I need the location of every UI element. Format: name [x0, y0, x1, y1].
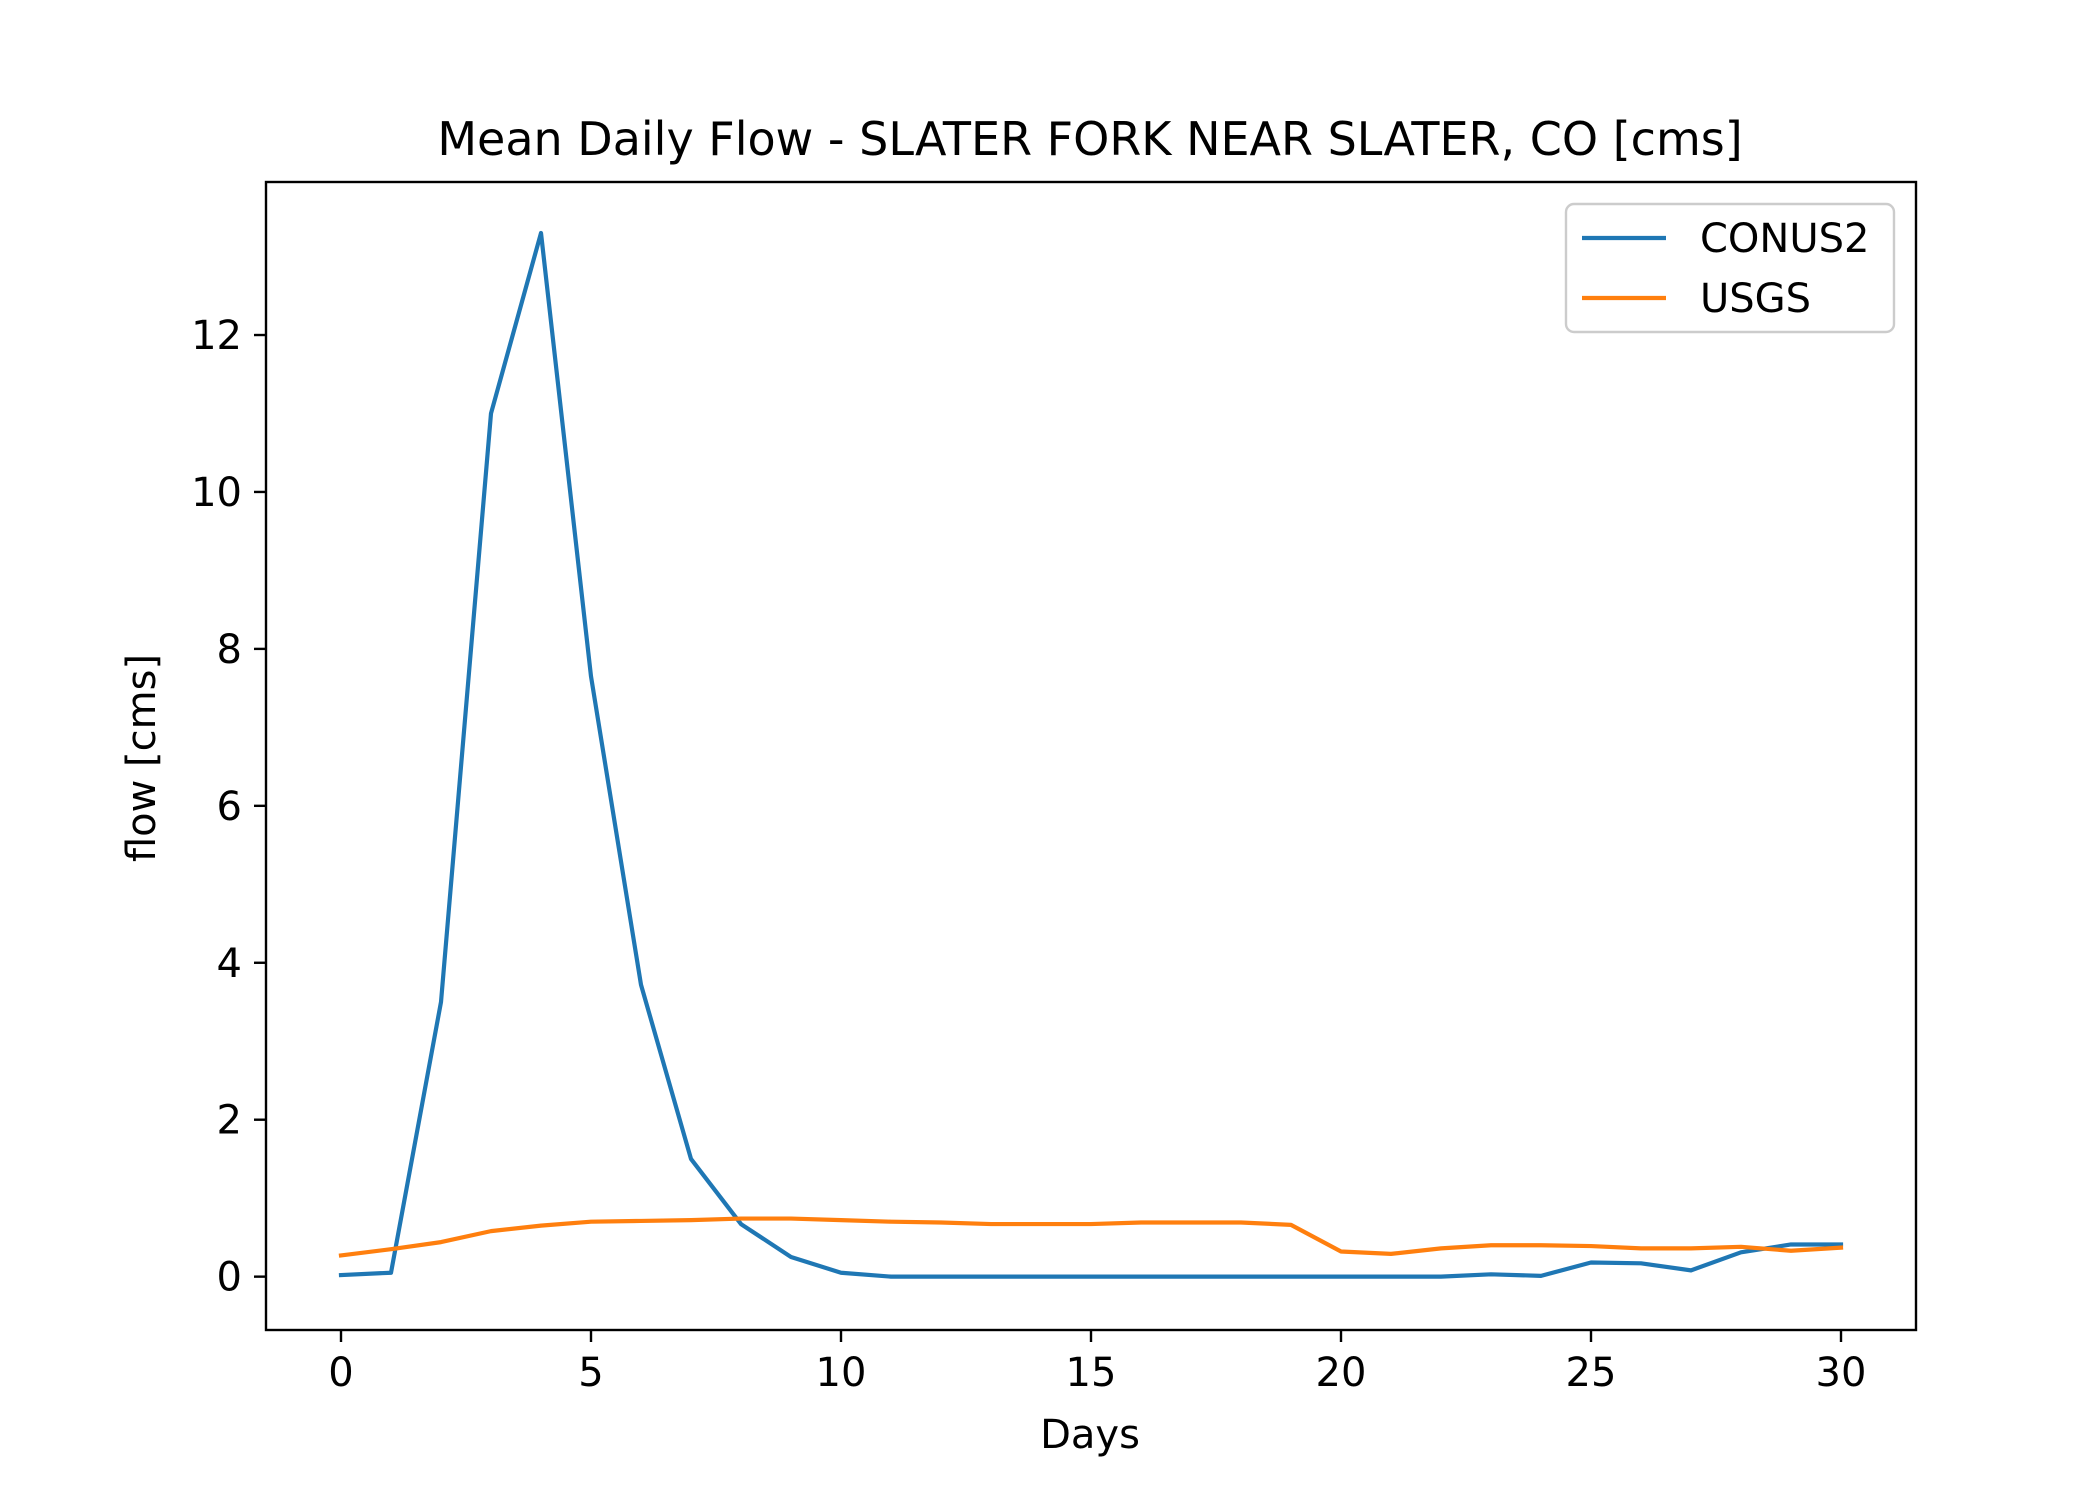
y-tick-label: 4 — [217, 941, 242, 987]
y-tick-label: 10 — [191, 470, 242, 516]
legend-label-usgs: USGS — [1700, 276, 1811, 322]
y-axis-label: flow [cms] — [119, 654, 165, 862]
x-tick-label: 30 — [1816, 1350, 1867, 1396]
series-line-usgs — [338, 1216, 1844, 1258]
chart-title: Mean Daily Flow - SLATER FORK NEAR SLATE… — [437, 112, 1742, 166]
y-tick-label: 2 — [217, 1098, 242, 1144]
legend-label-conus2: CONUS2 — [1700, 216, 1869, 262]
y-tick-label: 6 — [217, 784, 242, 830]
x-tick-label: 20 — [1316, 1350, 1367, 1396]
x-axis-label: Days — [1040, 1412, 1140, 1458]
x-tick-label: 10 — [816, 1350, 867, 1396]
x-tick-label: 15 — [1066, 1350, 1117, 1396]
x-tick-label: 25 — [1566, 1350, 1617, 1396]
x-tick-label: 5 — [578, 1350, 603, 1396]
y-tick-label: 8 — [217, 627, 242, 673]
x-tick-label: 0 — [328, 1350, 353, 1396]
y-tick-label: 12 — [191, 313, 242, 359]
series-line-conus2 — [338, 230, 1844, 1279]
y-tick-label: 0 — [217, 1255, 242, 1301]
plot-area: 0 5 10 15 20 25 30 0 2 4 6 8 10 12 CONUS2 USGS — [191, 180, 1918, 1396]
